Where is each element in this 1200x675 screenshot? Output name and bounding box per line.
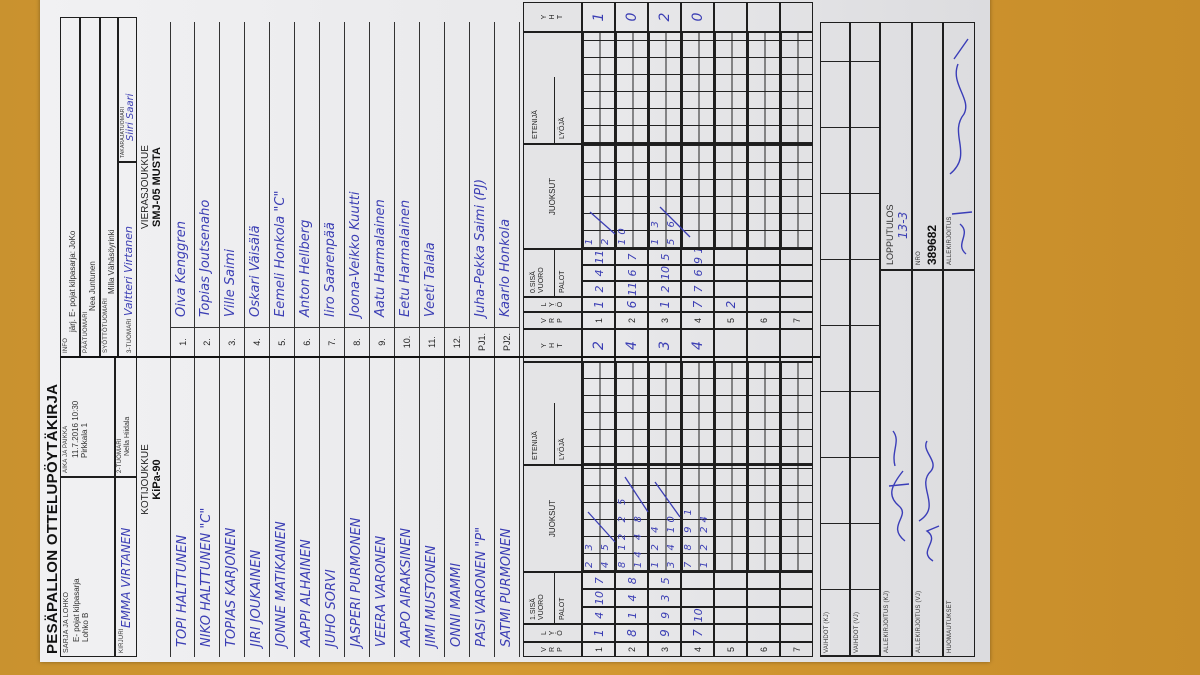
pen-slash	[654, 481, 681, 518]
huomautukset-row: HUOMAUTUKSET	[943, 270, 975, 657]
away-signature	[918, 440, 940, 562]
lopputulos-value: 13-3	[896, 211, 910, 239]
pen-slash	[624, 476, 649, 513]
pen-slash	[587, 511, 616, 543]
vaihdot-kj-row: VAIHDOT (KJ)	[820, 22, 850, 657]
allekirjoitus-kj-row: ALLEKIRJOITUS (KJ)	[880, 270, 912, 657]
vaihdot-vj-label: VAIHDOT (VJ)	[854, 611, 860, 653]
scoresheet-paper: PESÄPALLON OTTELUPÖYTÄKIRJA SARJA JA LOH…	[40, 0, 990, 662]
vaihdot-kj-label: VAIHDOT (KJ)	[824, 611, 830, 653]
pen-slash-marks	[587, 206, 691, 543]
referee-signature	[949, 38, 973, 255]
lopputulos-label: LOPPUTULOS	[885, 204, 895, 265]
nro-cell: NRO 389682	[912, 22, 943, 270]
center-divider	[60, 356, 820, 358]
pen-slash	[589, 211, 616, 235]
pen-slash	[659, 206, 691, 238]
allekirjoitus-kj-label: ALLEKIRJOITUS (KJ)	[884, 590, 890, 653]
huomautukset-label: HUOMAUTUKSET	[947, 600, 953, 653]
nro-value: 389682	[925, 224, 939, 265]
nro-label: NRO	[916, 251, 922, 265]
allekirjoitus-vj-label: ALLEKIRJOITUS (VJ)	[916, 590, 922, 653]
lopputulos-cell: LOPPUTULOS 13-3	[880, 22, 912, 270]
allekirjoitus-cell: ALLEKIRJOITUS	[943, 22, 975, 270]
allekirjoitus-vj-row: ALLEKIRJOITUS (VJ)	[912, 270, 943, 657]
vaihdot-vj-row: VAIHDOT (VJ)	[850, 22, 880, 657]
home-signature	[888, 430, 910, 542]
